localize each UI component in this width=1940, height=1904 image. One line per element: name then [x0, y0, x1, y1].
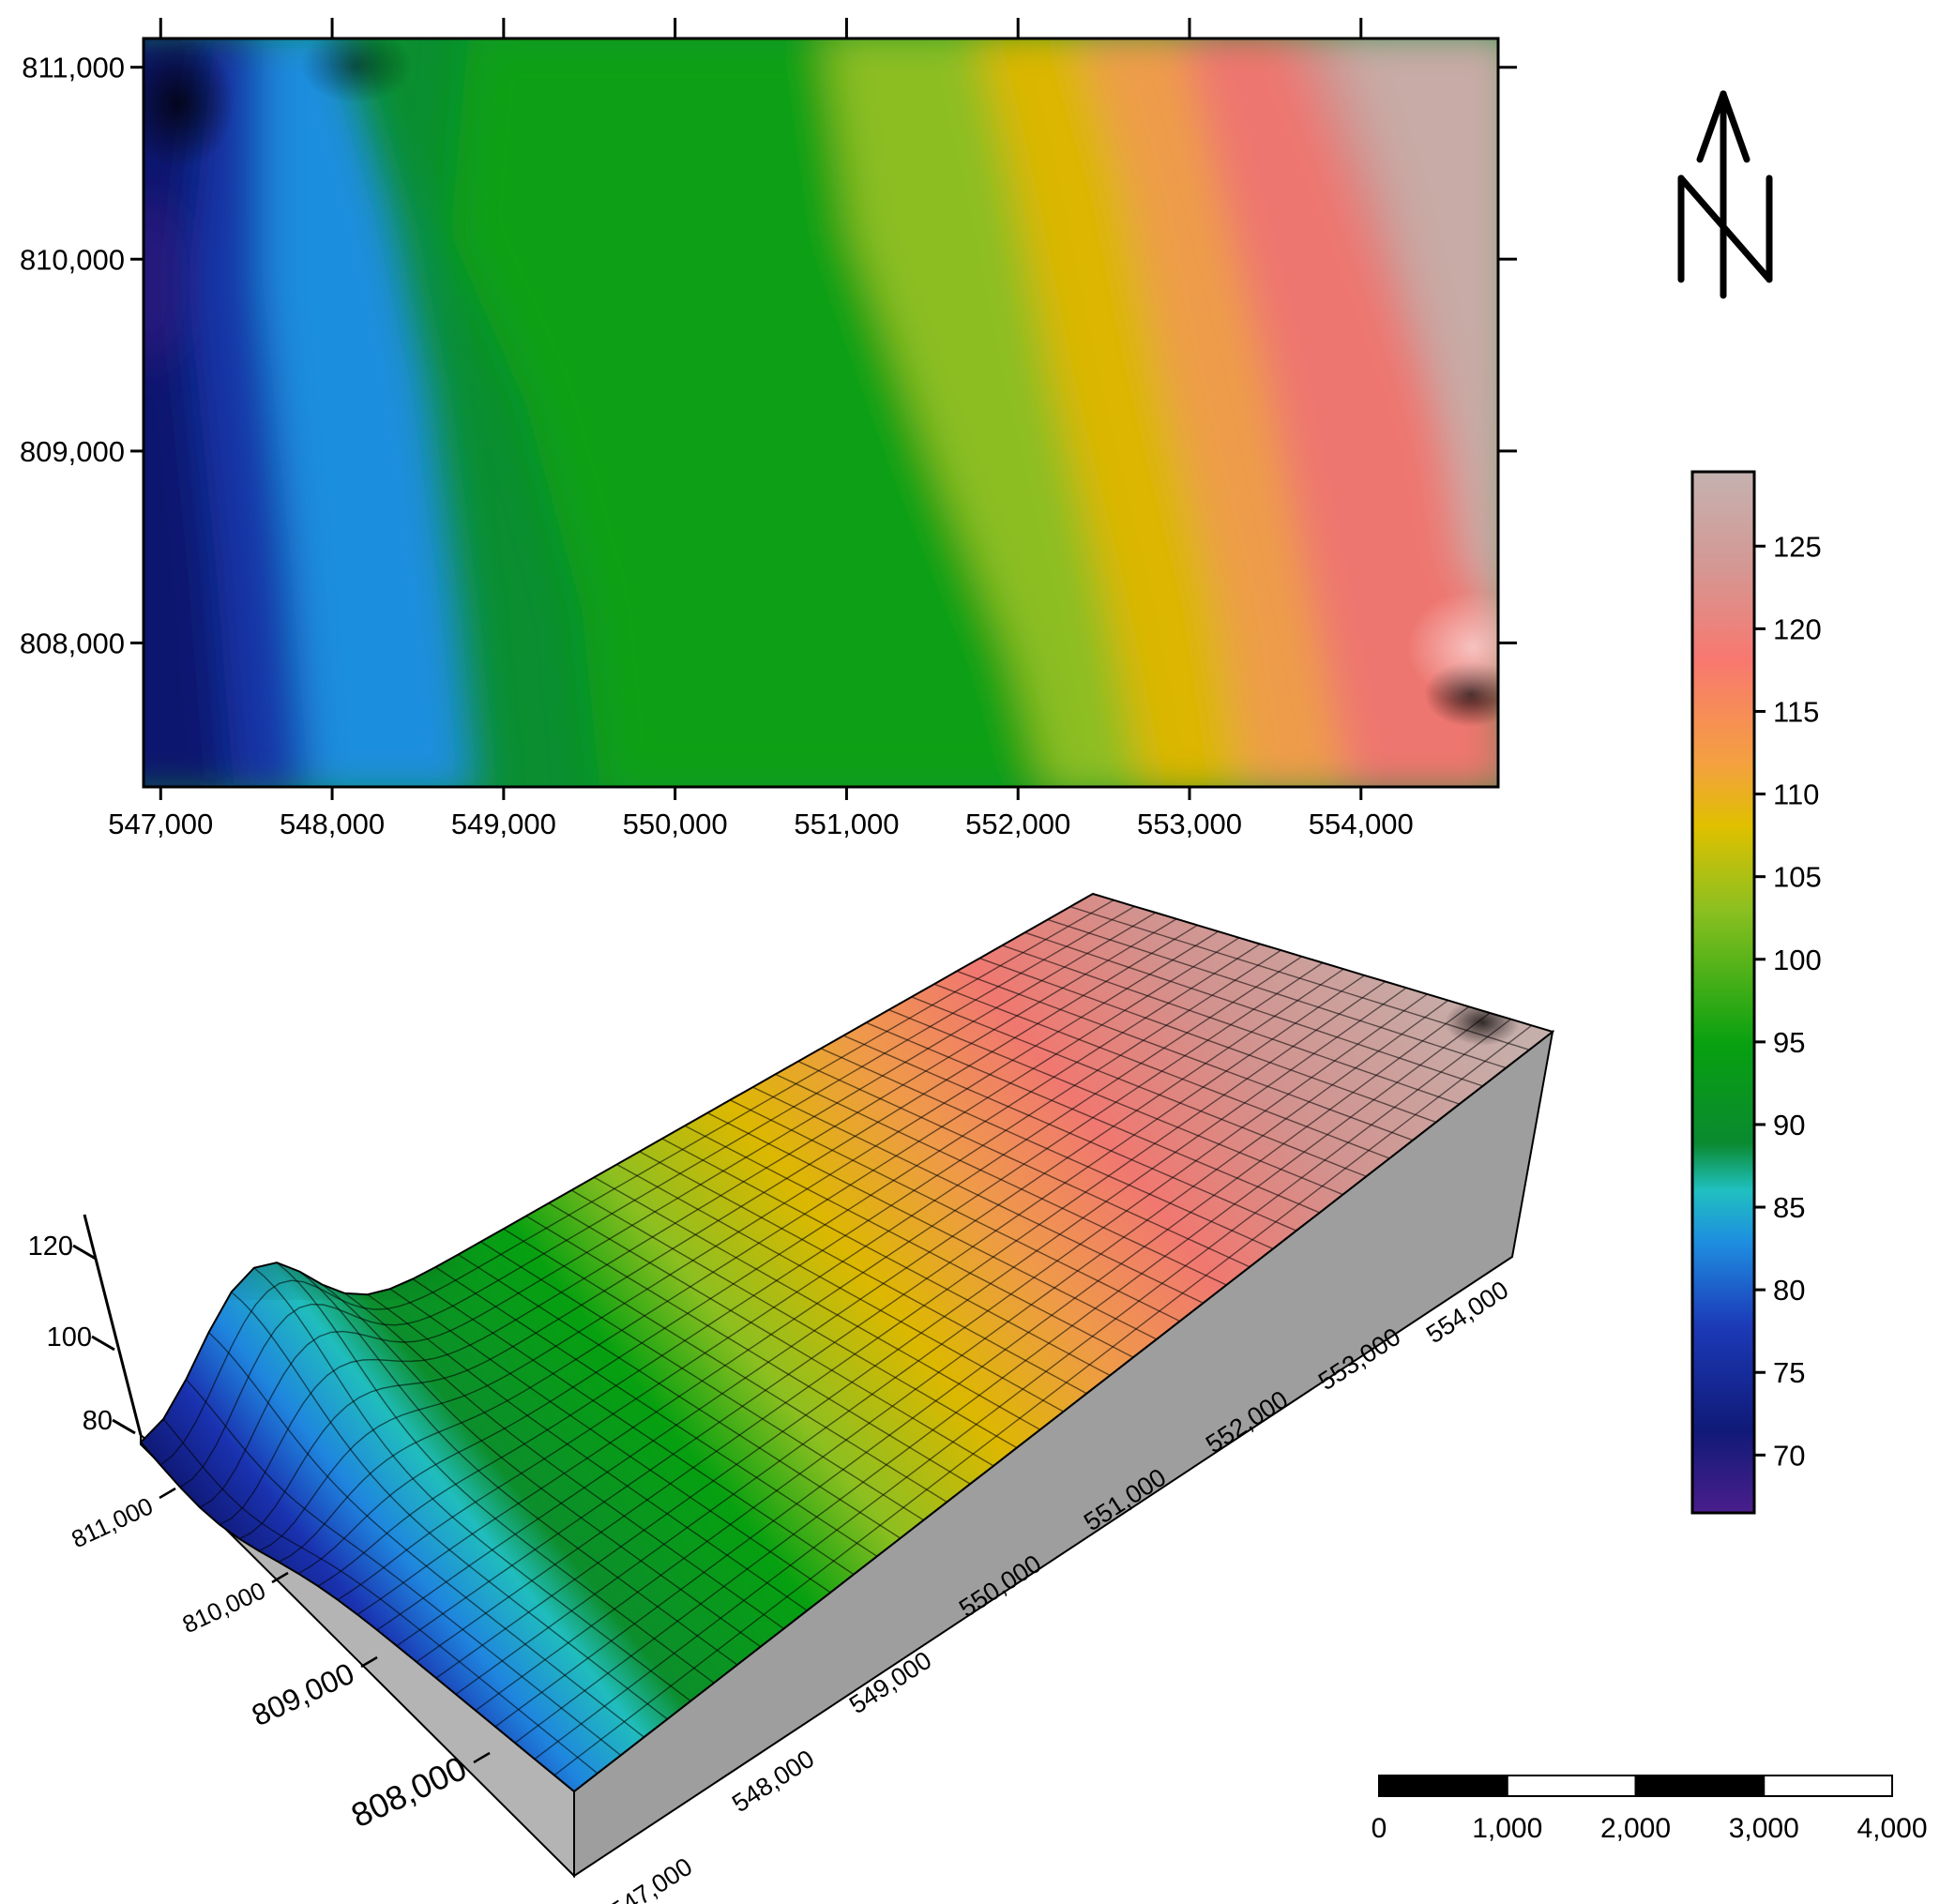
map-x-tick-label: 552,000 [965, 808, 1070, 840]
mesh-line-ew [258, 930, 1220, 1552]
mesh-line-ew [435, 987, 1407, 1679]
map-x-tick-label: 554,000 [1309, 808, 1414, 840]
surface-y-tick [271, 1571, 289, 1584]
surface-y-tick-label: 808,000 [345, 1748, 472, 1835]
mesh-line-ew [455, 993, 1428, 1695]
surface-y-tick [159, 1487, 176, 1500]
mesh-line-ew [534, 1019, 1511, 1760]
mesh-line-ew [514, 1012, 1491, 1744]
mesh-line-ew [376, 968, 1344, 1631]
z-tick [91, 1335, 115, 1352]
mesh-line-ew [317, 949, 1281, 1587]
mesh-line-ew [337, 956, 1303, 1601]
scale-bar-label: 1,000 [1472, 1813, 1542, 1844]
surface-3d: 120 100 80 811,000 810,000 809,000 808,000 547,… [28, 892, 1555, 1904]
scale-bar-label: 3,000 [1729, 1813, 1799, 1844]
scale-bar: 0 1,000 2,000 3,000 4,000 [1372, 1775, 1928, 1844]
mesh-line-ew [494, 1005, 1470, 1728]
legend-ticks: 125 120 115 110 105 100 95 90 85 80 75 70 [1754, 530, 1822, 1472]
legend-tick-label: 90 [1773, 1109, 1805, 1141]
color-legend: 125 120 115 110 105 100 95 90 85 80 75 70 [1690, 470, 1822, 1515]
north-arrow-icon [1677, 90, 1773, 299]
legend-tick-label: 85 [1773, 1191, 1805, 1224]
surface-mesh [159, 899, 1533, 1776]
legend-tick-label: 125 [1773, 530, 1822, 563]
z-tick-label: 120 [28, 1232, 73, 1262]
z-tick [112, 1418, 136, 1435]
map-x-tick-label: 549,000 [451, 808, 556, 840]
legend-tick-label: 115 [1773, 695, 1819, 728]
map-y-tick-label: 811,000 [22, 52, 125, 84]
z-tick [72, 1244, 97, 1261]
surface-x-tick-label: 547,000 [605, 1852, 697, 1904]
mesh-line-ew [416, 980, 1387, 1663]
mesh-line-ew [553, 1024, 1533, 1776]
z-tick-label: 80 [83, 1406, 113, 1436]
legend-tick-label: 105 [1773, 861, 1822, 894]
mesh-line-ew [396, 975, 1365, 1647]
map-x-tick-label: 553,000 [1137, 808, 1242, 840]
mesh-line-ew [219, 918, 1177, 1526]
scale-bar-segment [1378, 1775, 1508, 1797]
legend-tick-label: 120 [1773, 612, 1822, 645]
mesh-line-ew [278, 937, 1240, 1564]
map-x-tick-label: 547,000 [108, 808, 213, 840]
mesh-line-ew [238, 924, 1198, 1540]
mesh-line-ew [356, 961, 1324, 1615]
map-x-tick-label: 548,000 [280, 808, 385, 840]
legend-tick-label: 95 [1773, 1026, 1805, 1059]
legend-colorbar [1690, 470, 1756, 1515]
scale-bar-segment [1634, 1775, 1766, 1797]
surface-y-tick-label: 811,000 [67, 1491, 157, 1553]
legend-tick-label: 100 [1773, 944, 1822, 976]
map-y-tick-label: 808,000 [20, 627, 125, 660]
map-y-tick-label: 810,000 [20, 243, 125, 276]
legend-tick-label: 110 [1773, 778, 1819, 811]
scale-bar-segment [1763, 1775, 1893, 1797]
map-frame [142, 37, 1500, 789]
legend-tick-label: 80 [1773, 1274, 1805, 1307]
scale-bar-label: 0 [1372, 1813, 1387, 1844]
map-y-tick-label: 809,000 [20, 435, 125, 468]
surface-y-tick-label: 810,000 [178, 1576, 270, 1639]
map-axes: 547,000 548,000 549,000 550,000 551,000 552,0… [20, 18, 1517, 840]
surface-outline [139, 892, 1555, 1793]
legend-tick-label: 70 [1773, 1439, 1805, 1472]
scale-bar-label: 2,000 [1600, 1813, 1671, 1844]
mesh-line-ew [179, 905, 1135, 1488]
mesh-line-ew [199, 912, 1157, 1508]
map-x-tick-label: 551,000 [794, 808, 899, 840]
mesh-line-ew [159, 899, 1114, 1466]
z-tick-label: 100 [47, 1322, 92, 1352]
elevation-raster [144, 38, 1498, 787]
mesh-line-ew [475, 1000, 1449, 1712]
surface-y-tick-label: 809,000 [247, 1656, 359, 1733]
surface-y-tick [473, 1751, 491, 1764]
z-axis-line [83, 1214, 143, 1436]
map-x-tick-label: 550,000 [623, 808, 728, 840]
scale-bar-segment [1506, 1775, 1637, 1797]
surface-y-tick [360, 1655, 378, 1669]
elevation-map: 547,000 548,000 549,000 550,000 551,000 552,0… [20, 18, 1517, 840]
legend-tick-label: 75 [1773, 1356, 1805, 1389]
scale-bar-label: 4,000 [1857, 1813, 1927, 1844]
mesh-line-ew [297, 943, 1261, 1575]
